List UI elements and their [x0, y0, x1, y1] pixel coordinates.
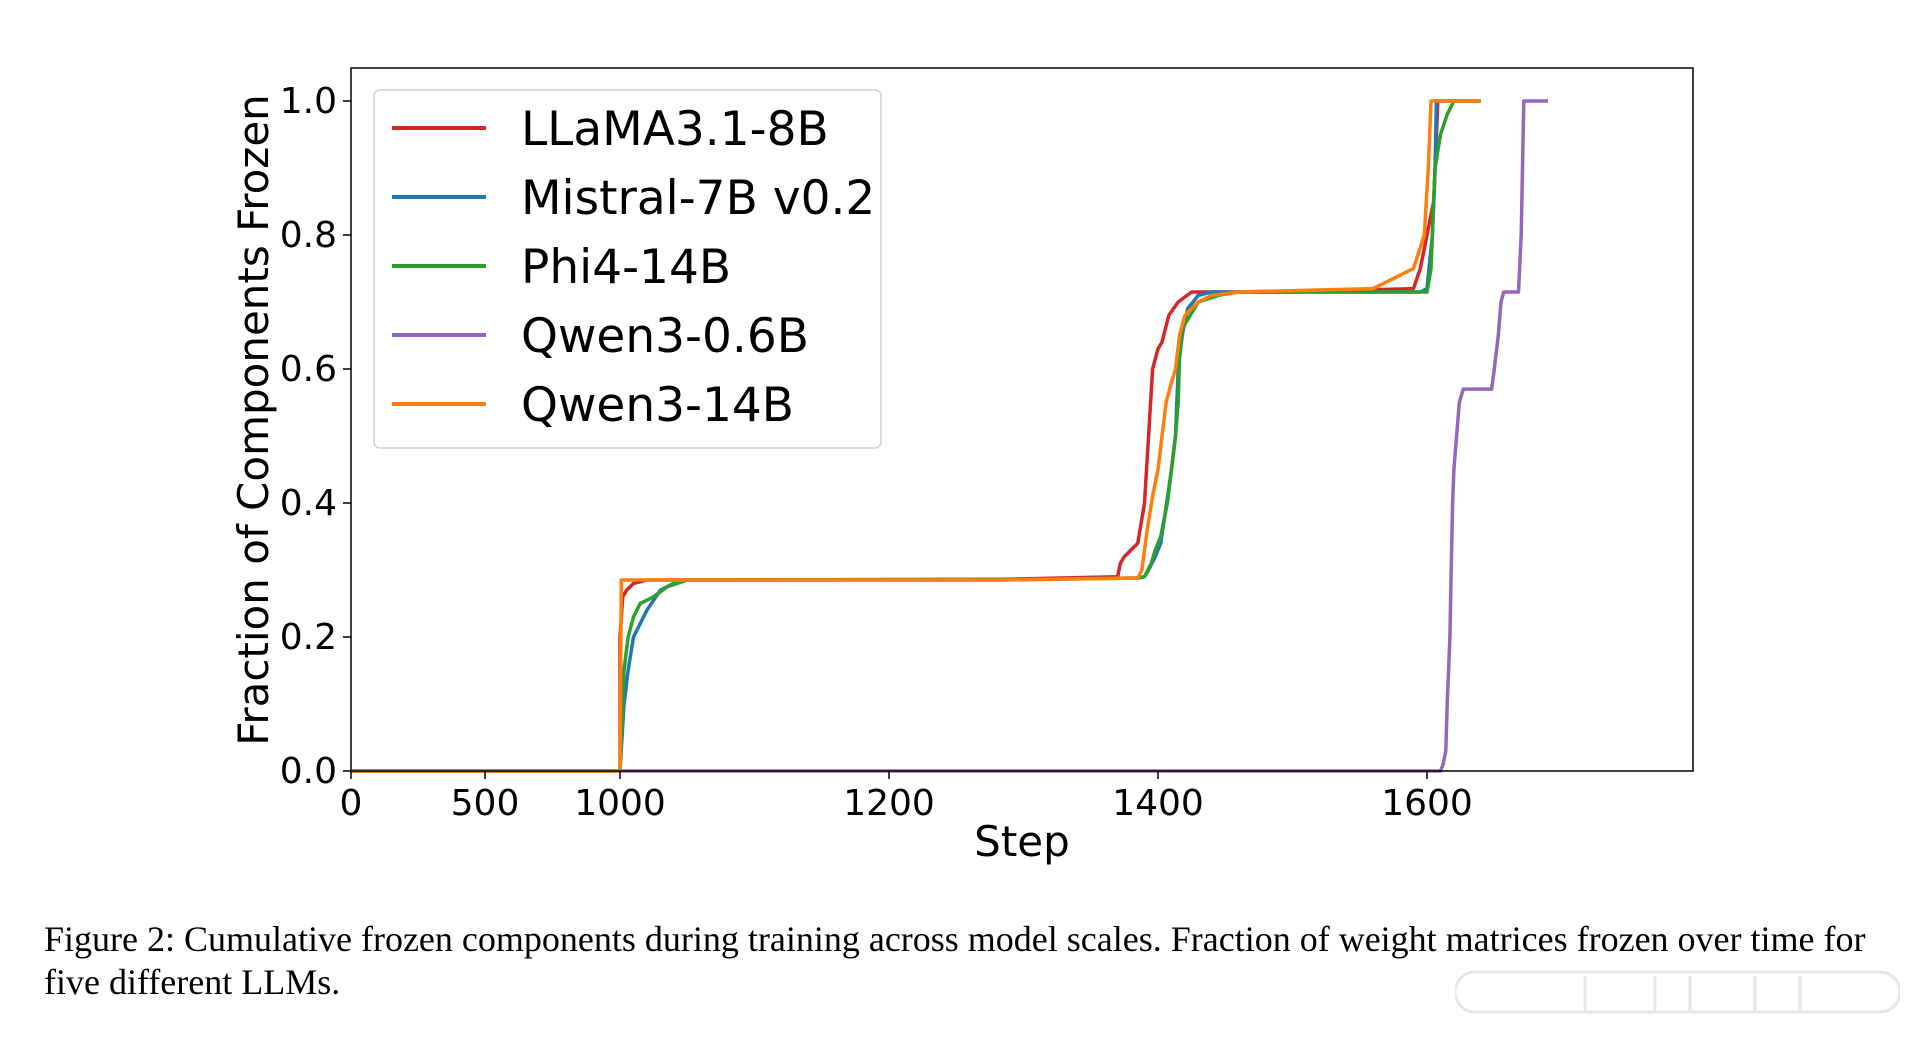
x-tick-label: 1400	[1112, 783, 1204, 824]
y-axis-title: Fraction of Components Frozen	[229, 94, 278, 746]
y-tick-label: 0.8	[280, 215, 337, 256]
y-tick-label: 0.4	[280, 483, 337, 524]
y-tick-label: 1.0	[280, 81, 337, 122]
series-lines	[351, 99, 1548, 773]
x-tick-label: 1600	[1381, 783, 1473, 824]
legend: LLaMA3.1-8B Mistral-7B v0.2 Phi4-14B Qwen3-…	[373, 89, 882, 449]
legend-label: Qwen3-0.6B	[521, 309, 809, 364]
x-axis-title: Step	[974, 817, 1070, 866]
plot-frame	[350, 67, 1694, 772]
y-tick-label: 0.2	[280, 617, 337, 658]
legend-label: Qwen3-14B	[521, 378, 794, 433]
legend-label: Mistral-7B v0.2	[521, 171, 875, 226]
x-tick-label: 0	[340, 783, 363, 824]
y-tick-label: 0.0	[280, 751, 337, 792]
x-axis: 0 500 1000 1200 1400 1600	[340, 771, 1473, 824]
legend-box	[373, 89, 882, 449]
legend-label: Phi4-14B	[521, 240, 731, 295]
y-tick-label: 0.6	[280, 349, 337, 390]
series-line-qwen3-14b	[351, 99, 1481, 773]
x-tick-label: 1000	[574, 783, 666, 824]
series-line-qwen3-0-6b	[351, 99, 1548, 773]
series-line-llama3-1-8b	[351, 99, 1481, 773]
watermark-barcode	[1455, 970, 1900, 1014]
x-tick-label: 500	[451, 783, 520, 824]
series-line-phi4-14b	[351, 99, 1481, 773]
line-chart: 0.00.20.40.60.81.0 0 500 1000 1200 1400 1600 …	[229, 67, 1694, 866]
y-axis: 0.0 0.2 0.4 0.6 0.8 1.0	[280, 81, 351, 792]
figure-caption: Figure 2: Cumulative frozen components d…	[44, 919, 1866, 1002]
x-tick-label: 1200	[843, 783, 935, 824]
legend-label: LLaMA3.1-8B	[521, 102, 829, 157]
